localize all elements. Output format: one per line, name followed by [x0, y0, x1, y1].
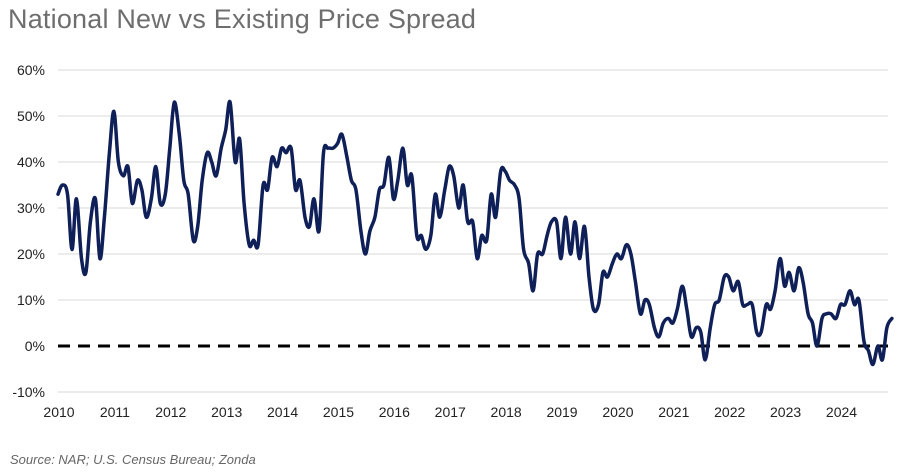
y-tick-label: 30% [17, 200, 45, 216]
y-tick-label: 40% [17, 154, 45, 170]
series-line-0 [56, 99, 894, 367]
x-tick-label: 2024 [826, 404, 857, 420]
x-axis-tick-labels: 2010 2011 2012 2013 2014 2015 2016 2017 2018 2019… [43, 404, 857, 420]
x-tick-label: 2012 [155, 404, 186, 420]
y-tick-label: 60% [17, 62, 45, 78]
x-tick-label: 2018 [491, 404, 522, 420]
y-tick-label: 20% [17, 246, 45, 262]
y-tick-label: 50% [17, 108, 45, 124]
y-tick-label: 10% [17, 292, 45, 308]
x-tick-label: 2013 [211, 404, 242, 420]
y-tick-label: -10% [12, 384, 45, 400]
x-tick-label: 2011 [100, 404, 130, 420]
x-tick-label: 2019 [546, 404, 577, 420]
y-tick-label: 0% [25, 338, 45, 354]
x-tick-label: 2010 [43, 404, 74, 420]
x-tick-label: 2022 [714, 404, 745, 420]
x-tick-label: 2014 [267, 404, 298, 420]
x-tick-label: 2016 [379, 404, 410, 420]
x-tick-label: 2020 [602, 404, 633, 420]
x-tick-label: 2023 [770, 404, 801, 420]
x-tick-label: 2017 [435, 404, 466, 420]
y-axis-tick-labels: -10% 0% 10% 20% 30% 40% 50% 60% [12, 62, 45, 400]
series-layer [56, 99, 894, 367]
source-note: Source: NAR; U.S. Census Bureau; Zonda [10, 452, 256, 467]
x-tick-label: 2021 [658, 404, 689, 420]
chart-title: National New vs Existing Price Spread [8, 4, 477, 34]
x-tick-label: 2015 [323, 404, 354, 420]
grid-lines [58, 69, 888, 393]
